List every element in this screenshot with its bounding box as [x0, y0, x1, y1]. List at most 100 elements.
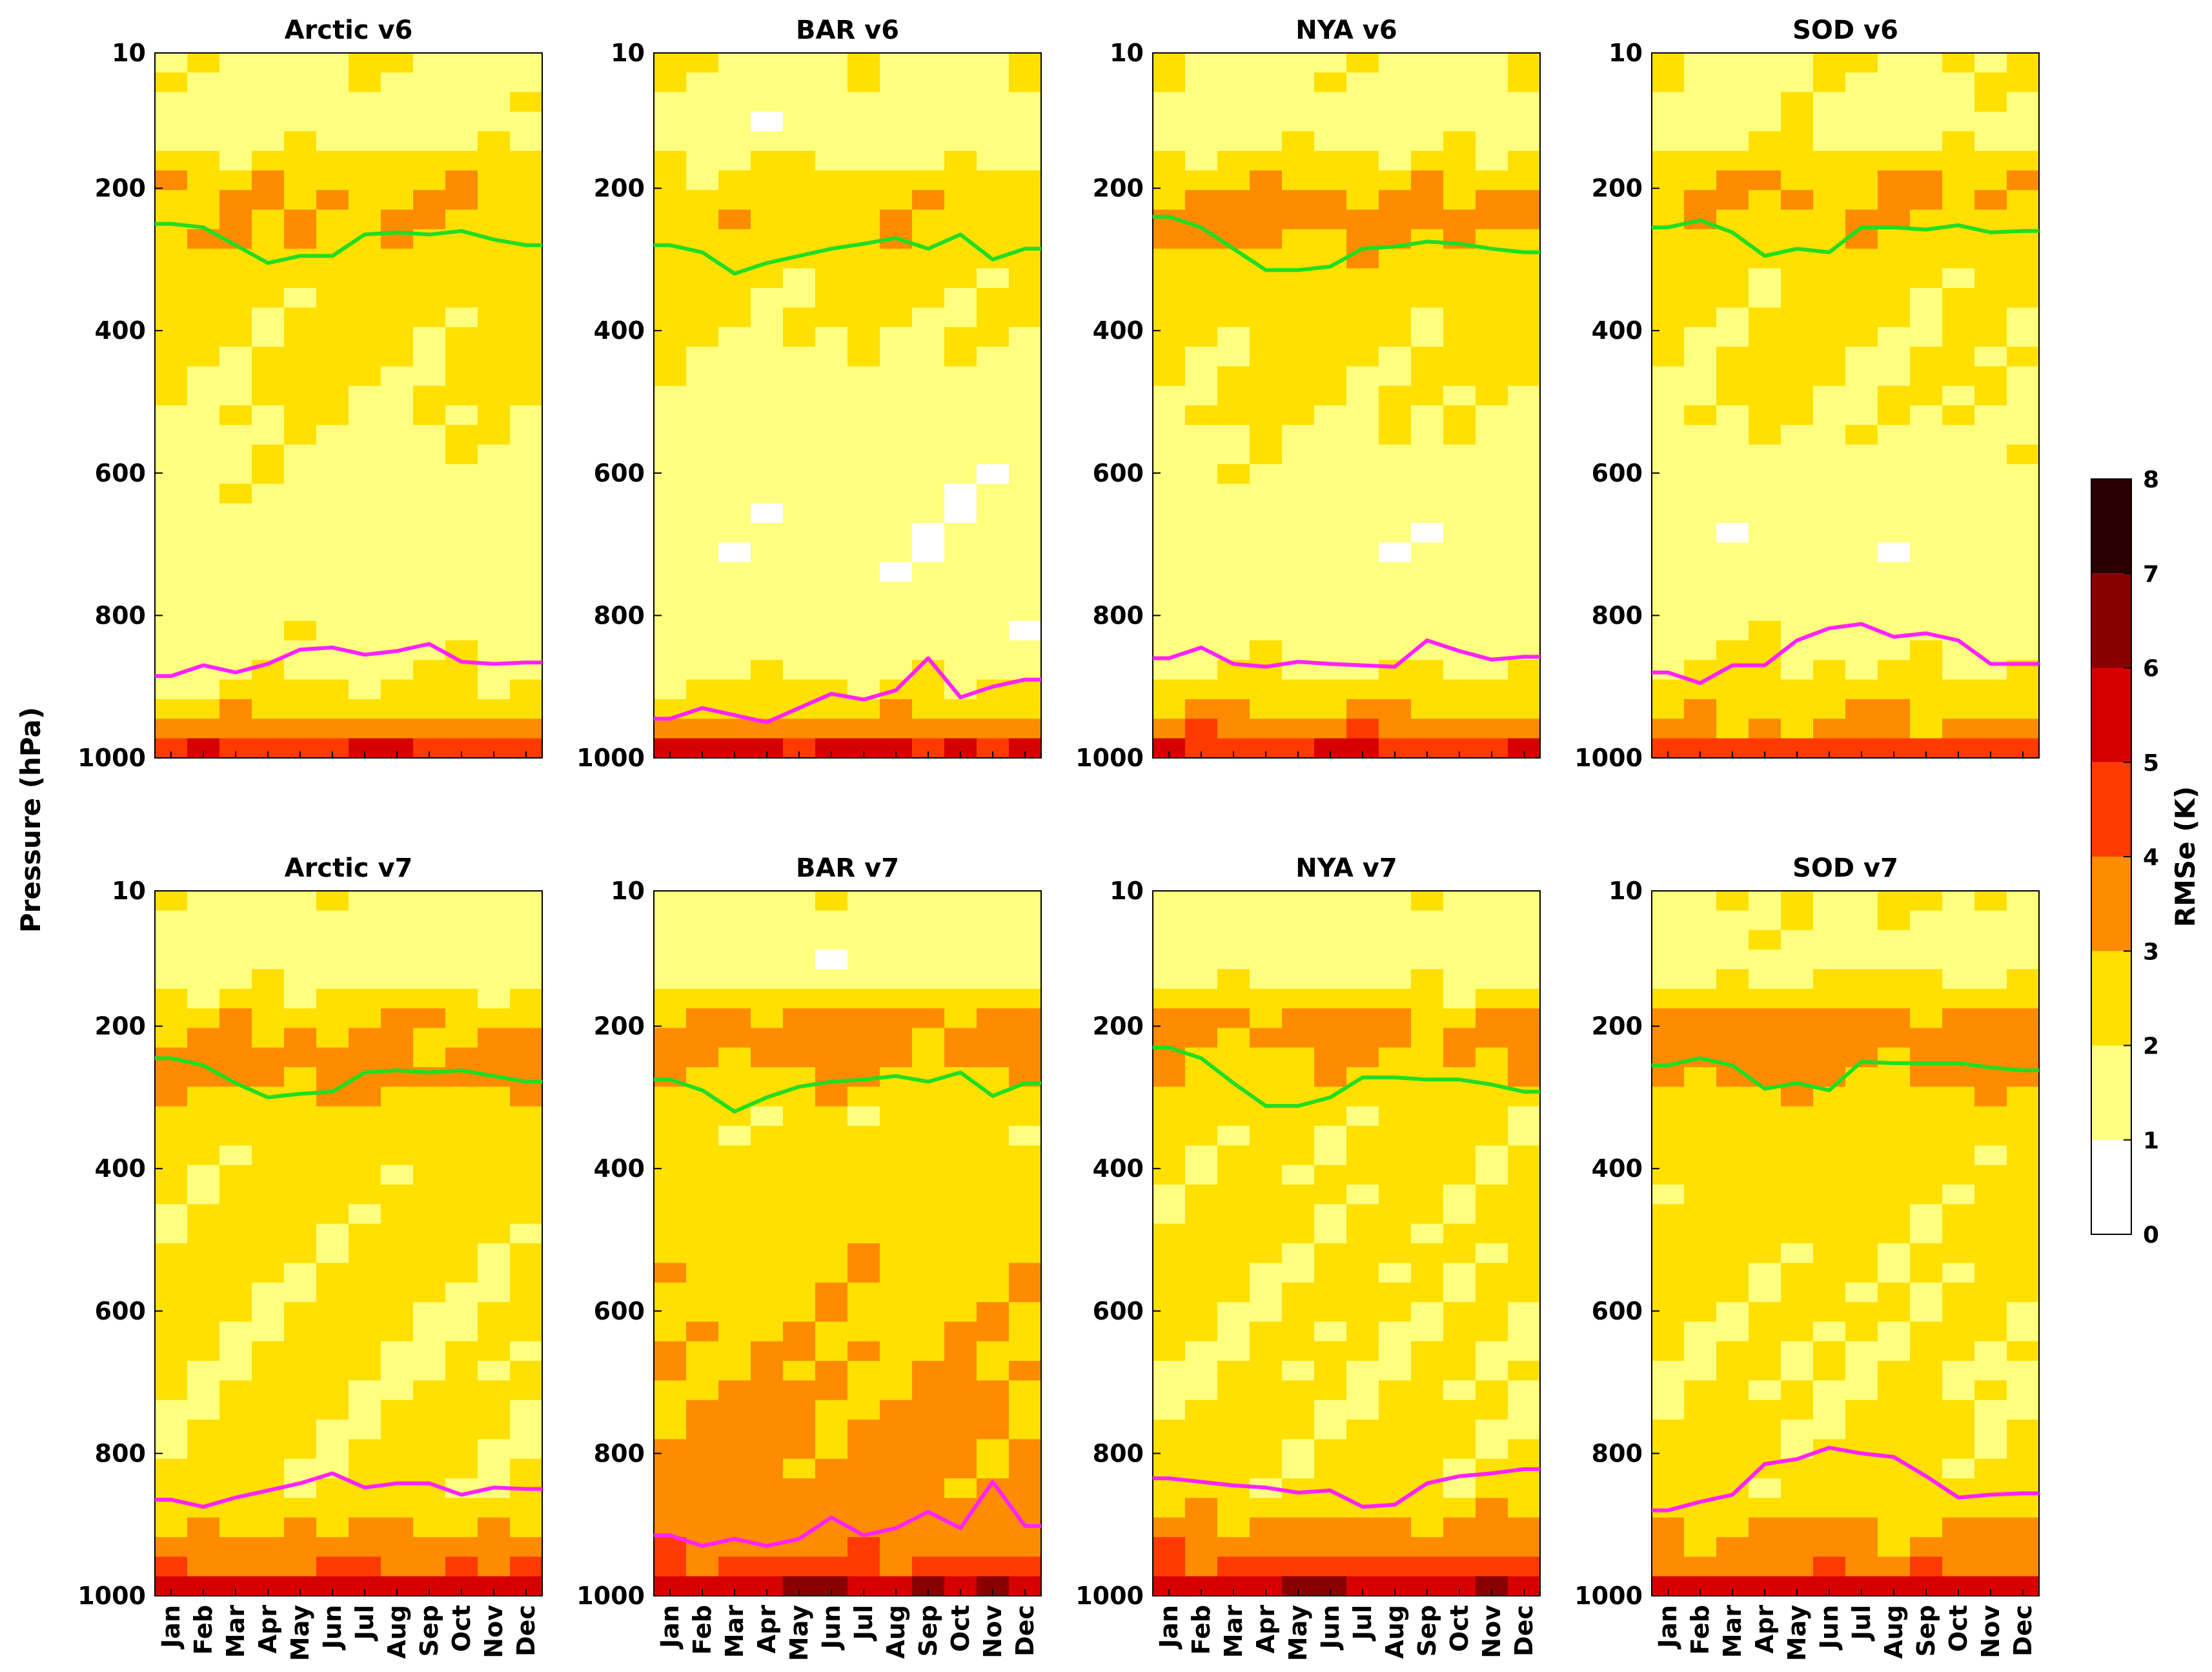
- heatmap-cell: [686, 307, 719, 328]
- heatmap-cell: [1878, 910, 1911, 931]
- heatmap-cell: [219, 1439, 252, 1460]
- heatmap-cell: [445, 425, 478, 445]
- heatmap-cell: [1282, 1165, 1315, 1185]
- heatmap-cell: [1411, 347, 1444, 367]
- x-tick-label: Sep: [415, 1605, 443, 1657]
- heatmap-cell: [284, 1302, 317, 1322]
- heatmap-cell: [349, 988, 381, 1009]
- heatmap-cell: [252, 1458, 285, 1479]
- heatmap-cell: [880, 170, 913, 190]
- heatmap-cell: [783, 209, 816, 230]
- panel-title: Arctic v6: [285, 15, 413, 45]
- heatmap-cell: [977, 1223, 1010, 1244]
- heatmap-cell: [686, 1282, 719, 1303]
- heatmap-cell: [445, 1126, 478, 1146]
- heatmap-cell: [654, 53, 687, 73]
- heatmap-cell: [1910, 150, 1943, 171]
- heatmap-cell: [847, 523, 880, 543]
- heatmap-cell: [686, 190, 719, 210]
- heatmap-cell: [1379, 1243, 1412, 1263]
- heatmap-cell: [1781, 307, 1814, 328]
- heatmap-cell: [413, 950, 446, 970]
- heatmap-cell: [783, 53, 816, 73]
- heatmap-cell: [1217, 1400, 1250, 1420]
- heatmap-cell: [1217, 582, 1250, 602]
- heatmap-cell: [1845, 92, 1878, 112]
- heatmap-cell: [478, 699, 511, 719]
- heatmap-cell: [686, 1439, 719, 1460]
- heatmap-cell: [1346, 891, 1379, 911]
- heatmap-cell: [478, 1439, 511, 1460]
- heatmap-cell: [751, 307, 784, 328]
- heatmap-cell: [252, 190, 285, 210]
- heatmap-cell: [1508, 1282, 1541, 1303]
- heatmap-cell: [1508, 72, 1541, 93]
- heatmap-cell: [1684, 1321, 1717, 1342]
- heatmap-cell: [413, 620, 446, 641]
- heatmap-cell: [944, 1243, 977, 1263]
- heatmap-cell: [1878, 1361, 1911, 1381]
- heatmap-cell: [751, 268, 784, 289]
- heatmap-cell: [783, 719, 816, 739]
- heatmap-cell: [751, 503, 784, 524]
- heatmap-cell: [1974, 582, 2007, 602]
- heatmap-cell: [1217, 405, 1250, 425]
- heatmap-cell: [1652, 1008, 1685, 1028]
- heatmap-cell: [944, 170, 977, 190]
- heatmap-cell: [155, 464, 188, 484]
- heatmap-cell: [1314, 891, 1347, 911]
- heatmap-cell: [1974, 1106, 2007, 1127]
- heatmap-cell: [1813, 969, 1846, 990]
- heatmap-cell: [381, 719, 414, 739]
- heatmap-cell: [1476, 1047, 1508, 1068]
- heatmap-cell: [783, 229, 816, 249]
- heatmap-cell: [1845, 72, 1878, 93]
- heatmap-cell: [815, 425, 848, 445]
- heatmap-cell: [1009, 891, 1042, 911]
- heatmap-cell: [510, 1165, 543, 1185]
- heatmap-cell: [1684, 72, 1717, 93]
- heatmap-cell: [1749, 699, 1781, 719]
- heatmap-cell: [1845, 112, 1878, 132]
- heatmap-cell: [718, 930, 751, 950]
- heatmap-cell: [413, 1145, 446, 1166]
- heatmap-cell: [155, 1243, 188, 1263]
- heatmap-cell: [751, 385, 784, 406]
- heatmap-cell: [445, 1498, 478, 1518]
- heatmap-cell: [1346, 601, 1379, 622]
- heatmap-cell: [187, 72, 220, 93]
- heatmap-cell: [1910, 405, 1943, 425]
- heatmap-cell: [944, 660, 977, 680]
- heatmap-cell: [349, 1185, 381, 1205]
- heatmap-cell: [912, 366, 945, 387]
- heatmap-cell: [478, 719, 511, 739]
- heatmap-cell: [349, 503, 381, 524]
- heatmap-cell: [1910, 582, 1943, 602]
- heatmap-cell: [1379, 1439, 1412, 1460]
- heatmap-cell: [1942, 601, 1975, 622]
- heatmap-cell: [686, 444, 719, 465]
- heatmap-cell: [783, 1517, 816, 1538]
- heatmap-cell: [1314, 268, 1347, 289]
- heatmap-cell: [1217, 1126, 1250, 1146]
- heatmap-cell: [1942, 1243, 1975, 1263]
- heatmap-cell: [155, 1185, 188, 1205]
- heatmap-cell: [219, 679, 252, 700]
- heatmap-cell: [1217, 1420, 1250, 1440]
- heatmap-cell: [381, 1106, 414, 1127]
- heatmap-cell: [1652, 969, 1685, 990]
- heatmap-cell: [718, 660, 751, 680]
- heatmap-cell: [686, 1517, 719, 1538]
- heatmap-cell: [510, 53, 543, 73]
- heatmap-cell: [1716, 209, 1749, 230]
- heatmap-cell: [445, 366, 478, 387]
- heatmap-cell: [349, 347, 381, 367]
- heatmap-cell: [1379, 1165, 1412, 1185]
- heatmap-cell: [381, 464, 414, 484]
- heatmap-cell: [1974, 249, 2007, 269]
- heatmap-cell: [977, 1556, 1010, 1577]
- heatmap-cell: [1910, 1556, 1943, 1577]
- heatmap-cell: [284, 1106, 317, 1127]
- colorbar-tick-label: 6: [2143, 656, 2159, 682]
- heatmap-cell: [284, 170, 317, 190]
